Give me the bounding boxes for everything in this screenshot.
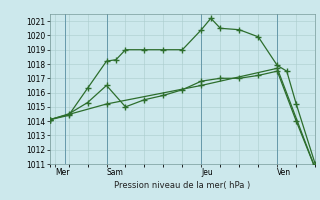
X-axis label: Pression niveau de la mer( hPa ): Pression niveau de la mer( hPa )	[114, 181, 251, 190]
